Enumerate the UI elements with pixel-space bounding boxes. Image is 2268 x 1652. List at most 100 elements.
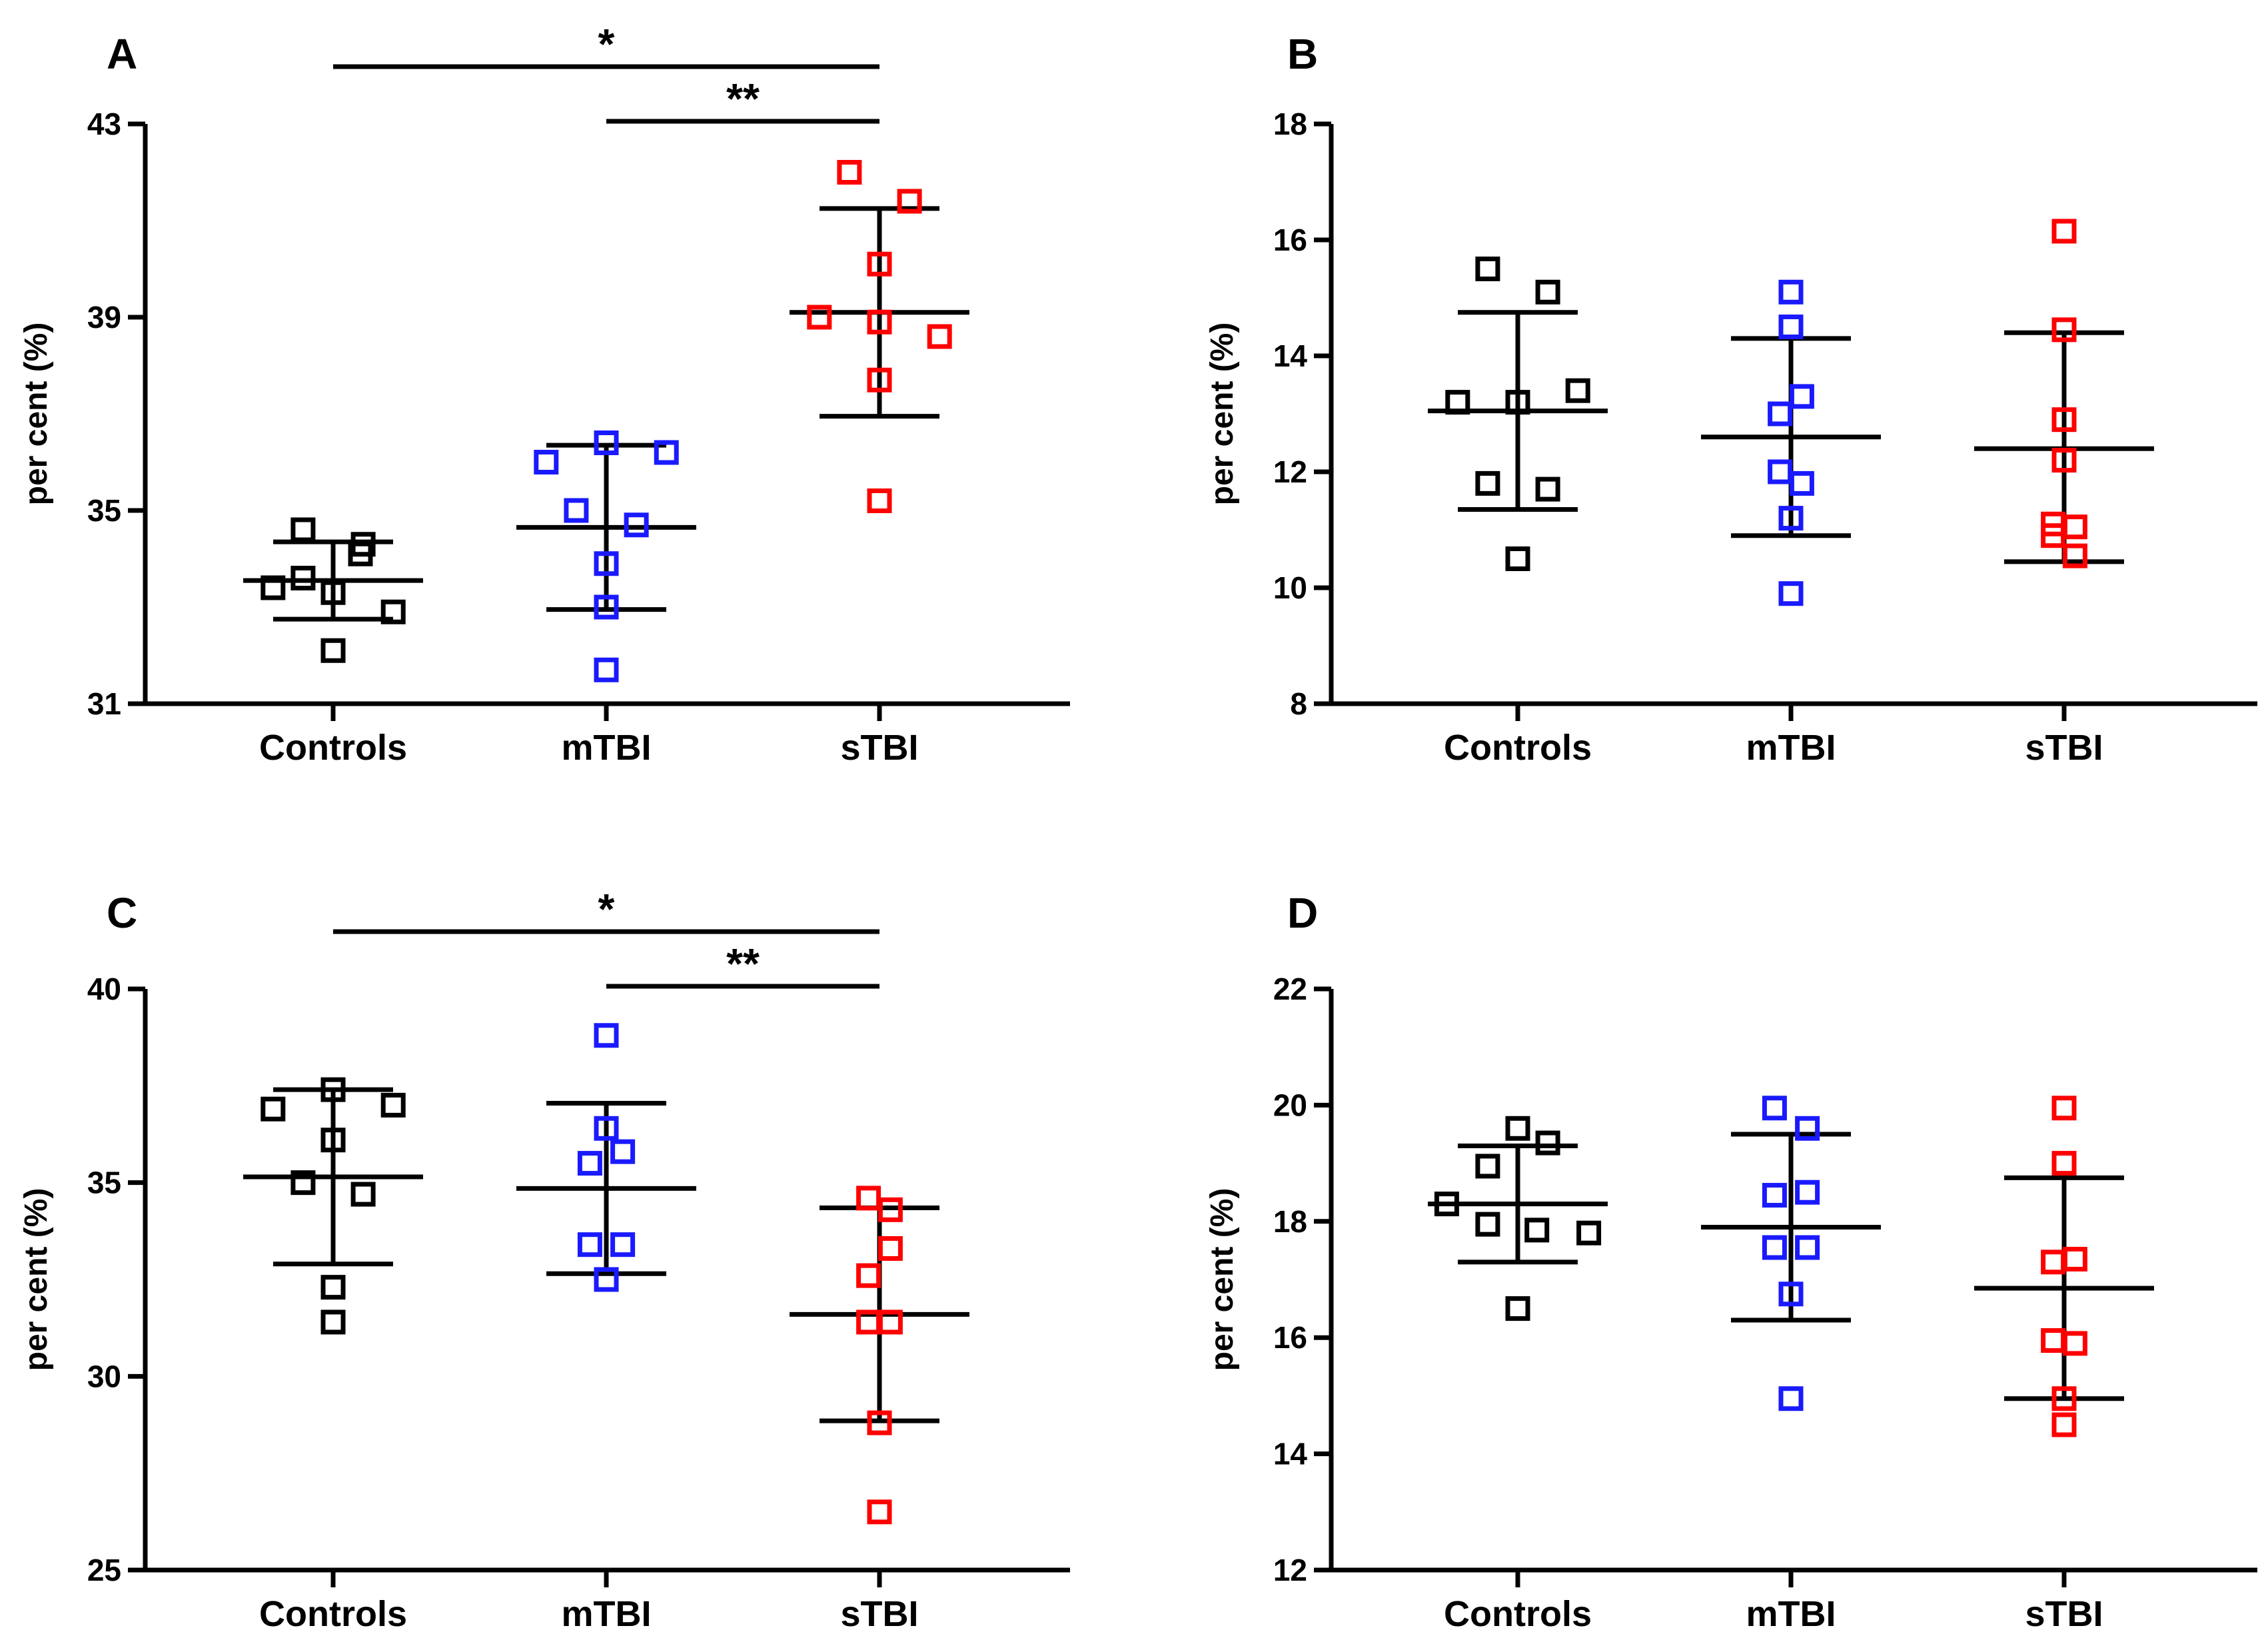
y-tick-label: 12: [1273, 1553, 1307, 1587]
x-category-label-stbi: sTBI: [2025, 728, 2103, 768]
data-point: [261, 1096, 286, 1122]
data-point: [1778, 315, 1804, 339]
data-point: [320, 580, 346, 605]
data-point: [1789, 470, 1814, 496]
panel-label: B: [1287, 30, 1318, 78]
data-point: [877, 1197, 903, 1222]
data-point: [290, 566, 316, 590]
data-point: [867, 251, 892, 277]
data-point: [1778, 279, 1804, 305]
data-point: [1475, 257, 1500, 281]
y-tick-label: 20: [1273, 1088, 1307, 1122]
data-point: [1778, 581, 1804, 606]
series-stbi: [790, 1186, 969, 1525]
data-point: [837, 160, 862, 185]
x-category-label-mtbi: mTBI: [562, 1594, 652, 1634]
significance-label: *: [598, 20, 615, 68]
series-mtbi: [1701, 1096, 1881, 1411]
data-point: [654, 440, 679, 465]
y-axis-label: per cent (%): [1205, 323, 1240, 506]
data-point: [594, 1023, 619, 1048]
x-category-label-controls: Controls: [1444, 728, 1592, 768]
data-point: [2062, 543, 2087, 568]
data-point: [927, 324, 952, 349]
data-point: [1576, 1220, 1602, 1245]
data-point: [856, 1186, 881, 1211]
data-point: [1475, 470, 1500, 496]
series-mtbi: [516, 1023, 696, 1292]
data-point: [610, 1232, 636, 1257]
data-point: [867, 309, 892, 335]
significance-label: *: [598, 885, 615, 933]
data-point: [856, 1263, 881, 1288]
data-point: [1778, 1281, 1804, 1307]
data-point: [577, 1151, 602, 1176]
y-axis-label: per cent (%): [1205, 1188, 1240, 1371]
data-point: [2051, 407, 2077, 432]
data-point: [1789, 384, 1814, 409]
y-tick-label: 39: [87, 300, 121, 335]
series-controls: [1428, 257, 1608, 571]
data-point: [2062, 1246, 2087, 1271]
y-tick-label: 14: [1273, 339, 1308, 373]
series-mtbi: [516, 430, 696, 682]
data-point: [1535, 279, 1560, 305]
data-point: [1768, 459, 1793, 484]
data-point: [897, 189, 922, 214]
data-point: [594, 1116, 619, 1141]
data-point: [1535, 1130, 1560, 1156]
y-tick-label: 40: [87, 972, 121, 1006]
panel-label: C: [107, 889, 137, 937]
y-tick-label: 16: [1273, 223, 1307, 257]
significance-label: **: [726, 75, 760, 123]
y-tick-label: 10: [1273, 570, 1307, 605]
y-tick-label: 18: [1273, 107, 1307, 141]
x-category-label-stbi: sTBI: [2025, 1594, 2103, 1634]
series-mtbi: [1701, 279, 1881, 606]
y-tick-label: 35: [87, 493, 121, 528]
data-point: [2051, 1386, 2077, 1411]
data-point: [350, 1182, 376, 1207]
x-category-label-controls: Controls: [1444, 1594, 1592, 1634]
data-point: [594, 594, 619, 620]
x-category-label-mtbi: mTBI: [562, 728, 652, 768]
data-point: [290, 1170, 316, 1196]
data-point: [594, 430, 619, 455]
data-point: [1475, 1154, 1500, 1179]
series-controls: [243, 517, 423, 663]
data-point: [2051, 1412, 2077, 1437]
series-stbi: [1974, 1096, 2154, 1437]
data-point: [1795, 1116, 1820, 1141]
x-category-label-controls: Controls: [259, 728, 407, 768]
data-point: [867, 488, 892, 513]
data-point: [1762, 1096, 1787, 1121]
data-point: [380, 599, 406, 624]
data-point: [290, 517, 316, 542]
y-tick-label: 25: [87, 1553, 121, 1587]
series-controls: [243, 1077, 423, 1335]
y-tick-label: 31: [87, 686, 121, 721]
data-point: [1445, 390, 1470, 415]
data-point: [1505, 390, 1530, 415]
data-point: [2062, 1331, 2087, 1356]
data-point: [320, 1077, 346, 1102]
data-point: [2051, 1151, 2077, 1176]
data-point: [867, 1410, 892, 1435]
data-point: [2041, 1328, 2066, 1353]
data-point: [1505, 1116, 1530, 1141]
panel-label: D: [1287, 889, 1318, 937]
data-point: [320, 1275, 346, 1300]
x-category-label-stbi: sTBI: [840, 1594, 918, 1634]
x-category-label-mtbi: mTBI: [1746, 728, 1836, 768]
data-point: [1762, 1183, 1787, 1208]
data-point: [877, 1236, 903, 1261]
y-tick-label: 18: [1273, 1204, 1307, 1239]
chart-panel-b: B 8 10 12 14 16 18 per cent (%) Controls mTBI sTBI: [1205, 30, 2257, 768]
data-point: [2062, 514, 2087, 540]
data-point: [807, 305, 832, 330]
data-point: [2051, 1096, 2077, 1121]
data-point: [320, 638, 346, 663]
